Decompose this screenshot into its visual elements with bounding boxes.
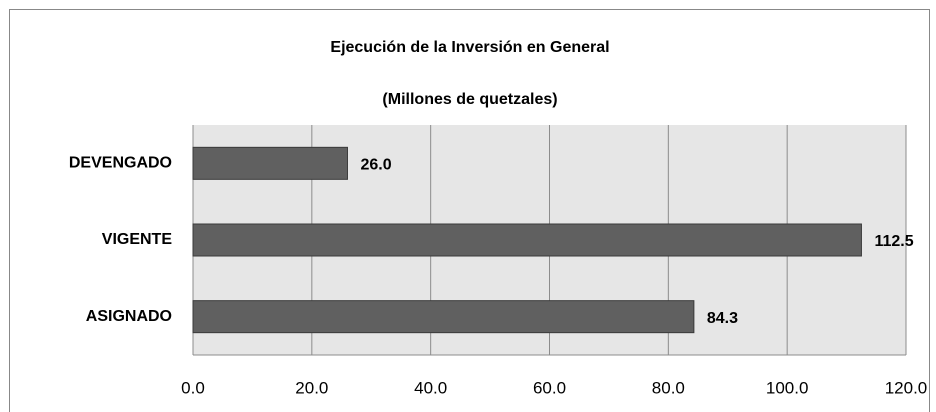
x-tick-label: 120.0 [885, 378, 928, 397]
chart-title: Ejecución de la Inversión en General [330, 39, 609, 56]
bar [192, 146, 348, 180]
x-tick-label: 60.0 [533, 378, 566, 397]
x-tick-label: 80.0 [652, 378, 685, 397]
chart-subtitle: (Millones de quetzales) [382, 91, 557, 108]
value-label: 84.3 [707, 310, 738, 327]
y-tick-label: ASIGNADO [86, 308, 172, 325]
bar [192, 300, 695, 334]
bar [192, 223, 862, 257]
value-label: 26.0 [360, 157, 391, 174]
value-label: 112.5 [874, 233, 913, 250]
x-tick-label: 100.0 [766, 378, 809, 397]
x-tick-label: 20.0 [295, 378, 328, 397]
y-tick-label: DEVENGADO [69, 155, 172, 172]
x-tick-label: 40.0 [414, 378, 447, 397]
y-tick-label: VIGENTE [102, 231, 173, 248]
x-tick-label: 0.0 [181, 378, 205, 397]
